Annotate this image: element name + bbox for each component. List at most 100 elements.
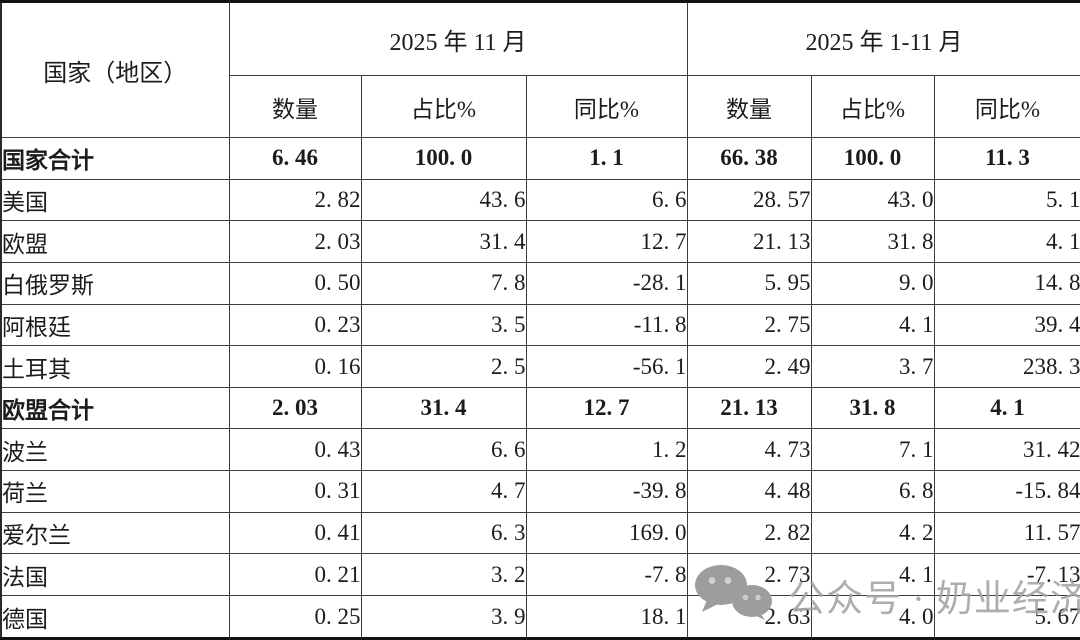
- cell-value: 4. 1: [933, 386, 1080, 430]
- table-row-turkey: 土耳其 0. 16 2. 5 -56. 1 2. 49 3. 7 238. 3: [0, 345, 1080, 388]
- metric-header-quantity-1: 数量: [228, 75, 362, 138]
- cell-value: 100. 0: [810, 137, 935, 180]
- cell-value: 1. 2: [525, 428, 688, 472]
- cell-value: 2. 73: [686, 553, 812, 597]
- cell-value: 0. 25: [228, 595, 362, 639]
- cell-value: 5. 1: [933, 178, 1080, 222]
- cell-value: 7. 1: [810, 428, 935, 472]
- table-row-belarus: 白俄罗斯 0. 50 7. 8 -28. 1 5. 95 9. 0 14. 8: [0, 261, 1080, 305]
- table-row-poland: 波兰 0. 43 6. 6 1. 2 4. 73 7. 1 31. 42: [0, 428, 1080, 472]
- row-label: 国家合计: [0, 137, 230, 180]
- cell-value: 7. 8: [360, 261, 527, 305]
- cell-value: 6. 46: [228, 137, 362, 180]
- corner-header: 国家（地区）: [0, 1, 230, 138]
- row-label: 荷兰: [0, 470, 230, 513]
- cell-value: 4. 1: [933, 220, 1080, 263]
- cell-value: 0. 23: [228, 303, 362, 347]
- row-label: 德国: [0, 595, 230, 639]
- cell-value: 100. 0: [360, 137, 527, 180]
- cell-value: 21. 13: [686, 386, 812, 430]
- metric-header-quantity-2: 数量: [686, 75, 812, 138]
- table-row-usa: 美国 2. 82 43. 6 6. 6 28. 57 43. 0 5. 1: [0, 178, 1080, 222]
- cell-value: 12. 7: [525, 220, 688, 263]
- row-label: 波兰: [0, 428, 230, 472]
- cell-value: 28. 57: [686, 178, 812, 222]
- cell-value: 18. 1: [525, 595, 688, 639]
- cell-value: 0. 16: [228, 345, 362, 388]
- metric-header-yoy-2: 同比%: [933, 75, 1080, 138]
- period-header-year-to-date: 2025 年 1-11 月: [686, 1, 1080, 76]
- period-header-current-month: 2025 年 11 月: [228, 1, 688, 76]
- cell-value: 4. 0: [810, 595, 935, 639]
- row-label: 法国: [0, 553, 230, 597]
- row-label: 欧盟合计: [0, 386, 230, 430]
- cell-value: 31. 4: [360, 386, 527, 430]
- row-label: 阿根廷: [0, 303, 230, 347]
- table-row-germany: 德国 0. 25 3. 9 18. 1 2. 63 4. 0 5. 67: [0, 595, 1080, 639]
- cell-value: 12. 7: [525, 386, 688, 430]
- table-row-total-eu: 欧盟合计 2. 03 31. 4 12. 7 21. 13 31. 8 4. 1: [0, 386, 1080, 430]
- header-period-row: 国家（地区） 2025 年 11 月 2025 年 1-11 月: [0, 1, 1080, 138]
- cell-value: 43. 6: [360, 178, 527, 222]
- cell-value: 4. 7: [360, 470, 527, 513]
- cell-value: 2. 49: [686, 345, 812, 388]
- cell-value: 0. 43: [228, 428, 362, 472]
- cell-value: 2. 75: [686, 303, 812, 347]
- cell-value: 31. 8: [810, 386, 935, 430]
- cell-value: 21. 13: [686, 220, 812, 263]
- table-row-france: 法国 0. 21 3. 2 -7. 8 2. 73 4. 1 -7. 13: [0, 553, 1080, 597]
- cell-value: -7. 13: [933, 553, 1080, 597]
- cell-value: 3. 5: [360, 303, 527, 347]
- cell-value: 2. 63: [686, 595, 812, 639]
- cell-value: 4. 1: [810, 553, 935, 597]
- table-row-netherlands: 荷兰 0. 31 4. 7 -39. 8 4. 48 6. 8 -15. 84: [0, 470, 1080, 513]
- cell-value: 39. 4: [933, 303, 1080, 347]
- cell-value: -28. 1: [525, 261, 688, 305]
- cell-value: 0. 31: [228, 470, 362, 513]
- row-label: 土耳其: [0, 345, 230, 388]
- row-label: 欧盟: [0, 220, 230, 263]
- metric-header-share-2: 占比%: [810, 75, 935, 138]
- cell-value: 4. 73: [686, 428, 812, 472]
- cell-value: 14. 8: [933, 261, 1080, 305]
- cell-value: 6. 8: [810, 470, 935, 513]
- cell-value: 3. 7: [810, 345, 935, 388]
- cell-value: 5. 67: [933, 595, 1080, 639]
- cell-value: 43. 0: [810, 178, 935, 222]
- cell-value: -39. 8: [525, 470, 688, 513]
- metric-header-yoy-1: 同比%: [525, 75, 688, 138]
- cell-value: 169. 0: [525, 511, 688, 555]
- row-label: 美国: [0, 178, 230, 222]
- table-row-argentina: 阿根廷 0. 23 3. 5 -11. 8 2. 75 4. 1 39. 4: [0, 303, 1080, 347]
- cell-value: 66. 38: [686, 137, 812, 180]
- cell-value: 31. 8: [810, 220, 935, 263]
- cell-value: 6. 3: [360, 511, 527, 555]
- cell-value: 0. 21: [228, 553, 362, 597]
- cell-value: 2. 82: [228, 178, 362, 222]
- metric-header-share-1: 占比%: [360, 75, 527, 138]
- cell-value: 31. 42: [933, 428, 1080, 472]
- cell-value: 2. 03: [228, 386, 362, 430]
- cell-value: 1. 1: [525, 137, 688, 180]
- cell-value: 9. 0: [810, 261, 935, 305]
- cell-value: 11. 3: [933, 137, 1080, 180]
- cell-value: -11. 8: [525, 303, 688, 347]
- cell-value: 2. 5: [360, 345, 527, 388]
- table-row-ireland: 爱尔兰 0. 41 6. 3 169. 0 2. 82 4. 2 11. 57: [0, 511, 1080, 555]
- cell-value: 4. 48: [686, 470, 812, 513]
- cell-value: 0. 50: [228, 261, 362, 305]
- cell-value: 6. 6: [360, 428, 527, 472]
- row-label: 爱尔兰: [0, 511, 230, 555]
- cell-value: 0. 41: [228, 511, 362, 555]
- cell-value: 6. 6: [525, 178, 688, 222]
- table-row-total-all: 国家合计 6. 46 100. 0 1. 1 66. 38 100. 0 11.…: [0, 137, 1080, 180]
- row-label: 白俄罗斯: [0, 261, 230, 305]
- cell-value: 5. 95: [686, 261, 812, 305]
- cell-value: -15. 84: [933, 470, 1080, 513]
- cell-value: 2. 03: [228, 220, 362, 263]
- cell-value: 3. 9: [360, 595, 527, 639]
- cell-value: -56. 1: [525, 345, 688, 388]
- cell-value: 4. 1: [810, 303, 935, 347]
- cell-value: 2. 82: [686, 511, 812, 555]
